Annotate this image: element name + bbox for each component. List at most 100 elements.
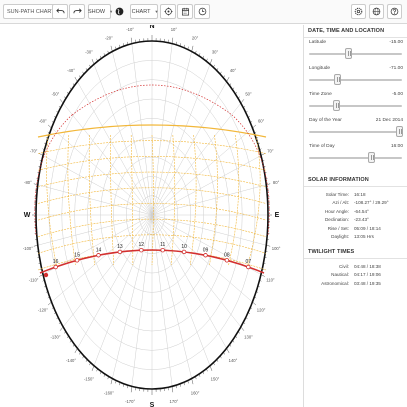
azimuth-line (37, 214, 153, 246)
redo-button[interactable] (69, 4, 85, 19)
slider-control: Time Zone -5.00 (304, 90, 407, 116)
hour-marker (160, 248, 165, 253)
azimuth-line (151, 214, 253, 303)
azimuth-label: -20° (105, 35, 113, 40)
slider-label: Time of Day (309, 144, 335, 149)
sun-path-diagram[interactable]: 16 15 14 13 12 11 10 09 08 07 N S W E -10° -20° -30° -40°… (0, 25, 303, 407)
current-sun-marker (43, 272, 49, 278)
azimuth-line (151, 214, 211, 366)
compass-tick (130, 37, 133, 44)
sun-path-chart[interactable]: 16 15 14 13 12 11 10 09 08 07 N S W E -10° -20° -30° -40°… (0, 25, 303, 407)
slider-handle[interactable] (368, 152, 376, 163)
slider-control: Latitude -15.00 (304, 38, 407, 64)
solstice-arc (71, 84, 233, 116)
azimuth-line (151, 214, 242, 328)
info-value: -108.27° / 29.29° (354, 200, 389, 206)
calendar-button[interactable] (177, 4, 193, 19)
info-key: Solar Time: (325, 191, 349, 197)
azimuth-line (151, 51, 192, 216)
chart-menu-button[interactable]: CHART ▼ (130, 4, 158, 19)
help-icon (390, 7, 399, 16)
azimuth-line (151, 127, 253, 216)
slider-track[interactable] (309, 157, 402, 159)
azimuth-label: -100° (23, 246, 33, 251)
settings-button[interactable] (351, 4, 366, 19)
info-row: Civil: 04:48 / 18:38 (304, 262, 407, 271)
globe-icon (115, 7, 124, 16)
slider-track[interactable] (309, 53, 402, 55)
toolbar: SUN-PATH CHART: SHOW ▼ CHART ▼ (0, 0, 407, 24)
info-key: Civil: (339, 263, 349, 269)
azimuth-label: 40° (230, 68, 237, 73)
slider-value: 16:00 (390, 144, 403, 149)
info-value: 03:48 / 19:35 (354, 280, 381, 286)
hour-label: 10 (181, 244, 187, 250)
azimuth-label: 20° (192, 35, 199, 40)
location-target-icon (163, 7, 173, 16)
slider-handle[interactable] (345, 48, 353, 59)
horizon-ring (35, 40, 269, 390)
azimuth-label: -30° (85, 49, 93, 54)
azimuth-label: -120° (38, 308, 48, 313)
slider-handle[interactable] (332, 100, 340, 111)
hour-marker (246, 264, 251, 270)
slider-track[interactable] (309, 79, 402, 81)
info-row: Azi / Alt: -108.27° / 29.29° (304, 199, 407, 208)
info-value: 13:05 Hrs (354, 234, 374, 240)
hour-marker (53, 264, 58, 270)
compass-tick (110, 45, 113, 52)
slider-handle[interactable] (396, 126, 404, 137)
info-key: Rise / Set: (327, 225, 349, 231)
compass-tick (91, 59, 95, 65)
date-arc (37, 156, 267, 171)
azimuth-label: 60° (258, 119, 265, 124)
slider-control: Longitude -71.00 (304, 64, 407, 90)
slider-track[interactable] (309, 105, 402, 107)
azimuth-line (151, 64, 211, 216)
hour-label: 09 (203, 247, 209, 253)
help-button[interactable] (387, 4, 402, 19)
hour-line (228, 134, 240, 266)
azimuth-label: 110° (266, 278, 275, 283)
compass-tick (171, 37, 174, 44)
azimuth-label: -80° (24, 180, 32, 185)
hour-label: 08 (224, 252, 230, 258)
hour-line (130, 134, 134, 266)
slider-handle[interactable] (333, 74, 341, 85)
info-key: Daylight: (331, 234, 349, 240)
globe-button[interactable] (113, 4, 126, 19)
date-arc (37, 234, 267, 254)
info-key: Astronomical: (321, 280, 349, 286)
info-value: 04:17 / 19:06 (354, 272, 381, 278)
hour-marker (181, 249, 187, 255)
globe-settings-button[interactable] (369, 4, 384, 19)
info-key: Nautical: (331, 272, 349, 278)
azimuth-line (131, 43, 153, 216)
compass-tick (91, 365, 95, 371)
compass-tick (191, 378, 194, 385)
sun-path-dotted (34, 114, 73, 236)
time-button[interactable] (194, 4, 210, 19)
cardinal-east: E (275, 212, 280, 219)
location-controls: Latitude -15.00 Longitude -71.00 Time Zone -5… (304, 38, 407, 168)
undo-button[interactable] (52, 4, 68, 19)
sidebar: DATE, TIME AND LOCATION Latitude -15.00 Lo… (303, 25, 407, 407)
hour-label: 15 (74, 252, 80, 258)
slider-track[interactable] (309, 131, 402, 133)
azimuth-line (151, 43, 173, 216)
info-row: Rise / Set: 05:09 / 18:14 (304, 224, 407, 233)
undo-icon (55, 8, 65, 14)
azimuth-label: -70° (30, 148, 38, 153)
date-arc (37, 218, 267, 238)
azimuth-label: 140° (229, 358, 238, 363)
azimuth-label: 120° (257, 308, 266, 313)
chevron-down-icon: ▼ (154, 9, 159, 14)
azimuth-label: -10° (126, 27, 134, 32)
show-menu-button[interactable]: SHOW ▼ (88, 4, 113, 19)
info-value: 16:18 (354, 191, 366, 197)
info-row: Solar Time: 16:18 (304, 190, 407, 199)
hour-line (189, 134, 197, 266)
location-settings-button[interactable] (160, 4, 176, 19)
cardinal-north: N (149, 25, 154, 30)
info-row: Daylight: 13:05 Hrs (304, 233, 407, 242)
